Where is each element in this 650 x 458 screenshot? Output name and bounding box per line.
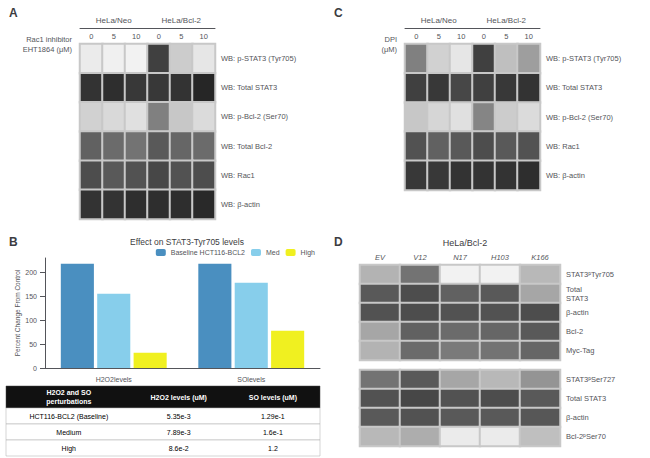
svg-text:Total STAT3: Total STAT3 bbox=[566, 394, 606, 403]
svg-text:N17: N17 bbox=[453, 253, 468, 262]
svg-text:WB: p-Bcl-2 (Ser70): WB: p-Bcl-2 (Ser70) bbox=[221, 112, 289, 121]
svg-text:1.29e-1: 1.29e-1 bbox=[261, 413, 285, 420]
svg-text:High: High bbox=[62, 445, 77, 453]
svg-text:HeLa/Neo: HeLa/Neo bbox=[421, 16, 458, 25]
svg-text:perturbations: perturbations bbox=[46, 398, 91, 406]
svg-text:(μM): (μM) bbox=[381, 45, 397, 54]
svg-text:H2O2 levels (uM): H2O2 levels (uM) bbox=[150, 394, 206, 402]
svg-text:Effect on STAT3-Tyr705 levels: Effect on STAT3-Tyr705 levels bbox=[130, 237, 244, 247]
svg-text:0: 0 bbox=[33, 365, 37, 372]
svg-text:5: 5 bbox=[112, 32, 116, 41]
svg-text:EV: EV bbox=[375, 253, 386, 262]
svg-text:Rac1 inhibitor: Rac1 inhibitor bbox=[26, 35, 72, 44]
svg-text:5.35e-3: 5.35e-3 bbox=[167, 413, 191, 420]
svg-text:WB: β-actin: WB: β-actin bbox=[546, 171, 585, 180]
svg-text:HeLa/Neo: HeLa/Neo bbox=[96, 16, 133, 25]
svg-text:Medium: Medium bbox=[56, 429, 81, 436]
svg-text:Bcl-2ᵖSer70: Bcl-2ᵖSer70 bbox=[566, 432, 606, 441]
svg-text:β-actin: β-actin bbox=[566, 308, 589, 317]
svg-text:100: 100 bbox=[25, 317, 37, 324]
svg-text:5: 5 bbox=[437, 32, 441, 41]
svg-text:Percent Change From Control: Percent Change From Control bbox=[14, 269, 22, 356]
svg-text:H2O2levels: H2O2levels bbox=[96, 376, 133, 383]
svg-text:10: 10 bbox=[132, 32, 140, 41]
svg-text:B: B bbox=[9, 235, 18, 249]
svg-text:STAT3ᵖSer727: STAT3ᵖSer727 bbox=[566, 375, 615, 384]
svg-text:β-actin: β-actin bbox=[566, 413, 589, 422]
svg-text:1.6e-1: 1.6e-1 bbox=[263, 429, 283, 436]
svg-text:Myc-Tag: Myc-Tag bbox=[566, 346, 594, 355]
svg-text:WB: Total STAT3: WB: Total STAT3 bbox=[546, 83, 602, 92]
svg-text:150: 150 bbox=[25, 293, 37, 300]
svg-text:EHT1864 (μM): EHT1864 (μM) bbox=[23, 45, 73, 54]
svg-text:WB: p-STAT3 (Tyr705): WB: p-STAT3 (Tyr705) bbox=[546, 54, 622, 63]
svg-text:1.2: 1.2 bbox=[268, 445, 278, 452]
svg-text:7.89e-3: 7.89e-3 bbox=[167, 429, 191, 436]
svg-text:5: 5 bbox=[504, 32, 508, 41]
svg-text:H2O2 and SO: H2O2 and SO bbox=[46, 389, 91, 396]
svg-text:D: D bbox=[334, 235, 343, 249]
svg-text:Baseline HCT116-BCL2: Baseline HCT116-BCL2 bbox=[171, 249, 245, 256]
svg-text:WB: Rac1: WB: Rac1 bbox=[546, 142, 580, 151]
svg-text:8.6e-2: 8.6e-2 bbox=[169, 445, 189, 452]
svg-text:WB: Total Bcl-2: WB: Total Bcl-2 bbox=[221, 142, 272, 151]
svg-text:WB: p-Bcl-2 (Ser70): WB: p-Bcl-2 (Ser70) bbox=[546, 113, 614, 122]
svg-text:Bcl-2: Bcl-2 bbox=[566, 327, 583, 336]
svg-text:Total: Total bbox=[566, 285, 582, 294]
svg-text:STAT3ᵖTyr705: STAT3ᵖTyr705 bbox=[566, 270, 614, 279]
svg-text:10: 10 bbox=[200, 32, 208, 41]
svg-text:WB: Total STAT3: WB: Total STAT3 bbox=[221, 83, 277, 92]
svg-text:5: 5 bbox=[179, 32, 183, 41]
svg-text:0: 0 bbox=[157, 32, 161, 41]
svg-text:SOlevels: SOlevels bbox=[237, 376, 266, 383]
svg-text:HCT116-BCL2 (Baseline): HCT116-BCL2 (Baseline) bbox=[29, 413, 108, 421]
svg-text:STAT3: STAT3 bbox=[566, 294, 588, 303]
svg-text:HeLa/Bcl-2: HeLa/Bcl-2 bbox=[161, 16, 201, 25]
svg-text:V12: V12 bbox=[413, 253, 427, 262]
svg-text:10: 10 bbox=[525, 32, 533, 41]
svg-text:HeLa/Bcl-2: HeLa/Bcl-2 bbox=[486, 16, 526, 25]
svg-text:50: 50 bbox=[29, 341, 37, 348]
svg-text:SO levels (uM): SO levels (uM) bbox=[249, 394, 297, 402]
svg-text:10: 10 bbox=[457, 32, 465, 41]
svg-text:K166: K166 bbox=[531, 253, 549, 262]
svg-text:C: C bbox=[334, 6, 343, 20]
svg-text:H103: H103 bbox=[491, 253, 510, 262]
svg-text:High: High bbox=[301, 249, 316, 257]
svg-text:Med: Med bbox=[266, 249, 280, 256]
svg-text:DPI: DPI bbox=[384, 35, 397, 44]
svg-text:0: 0 bbox=[414, 32, 418, 41]
svg-text:0: 0 bbox=[89, 32, 93, 41]
svg-text:0: 0 bbox=[482, 32, 486, 41]
svg-text:A: A bbox=[9, 6, 18, 20]
svg-text:WB: p-STAT3 (Tyr705): WB: p-STAT3 (Tyr705) bbox=[221, 54, 297, 63]
svg-text:200: 200 bbox=[25, 269, 37, 276]
svg-text:HeLa/Bcl-2: HeLa/Bcl-2 bbox=[443, 238, 488, 248]
svg-text:WB: Rac1: WB: Rac1 bbox=[221, 171, 255, 180]
svg-text:WB: β-actin: WB: β-actin bbox=[221, 200, 260, 209]
